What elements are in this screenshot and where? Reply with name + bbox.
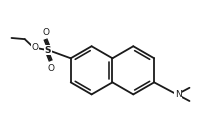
Text: O: O	[47, 64, 54, 73]
Text: O: O	[42, 28, 49, 37]
Text: O: O	[31, 43, 38, 52]
Text: N: N	[174, 90, 180, 99]
Text: S: S	[45, 46, 51, 54]
